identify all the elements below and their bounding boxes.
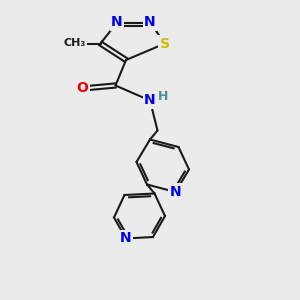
Text: S: S	[160, 37, 170, 50]
Text: CH₃: CH₃	[64, 38, 86, 49]
Text: N: N	[170, 185, 181, 199]
Text: O: O	[76, 82, 88, 95]
Text: H: H	[158, 90, 168, 104]
Text: N: N	[111, 16, 123, 29]
Text: N: N	[144, 94, 156, 107]
Text: N: N	[144, 16, 156, 29]
Text: N: N	[120, 232, 132, 245]
